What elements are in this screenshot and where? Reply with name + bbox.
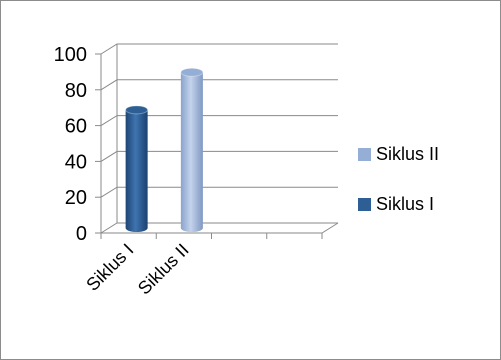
gridline bbox=[100, 79, 338, 91]
legend-item: Siklus II bbox=[358, 144, 439, 164]
bar-body bbox=[180, 72, 203, 233]
legend-label: Siklus II bbox=[376, 144, 439, 164]
gridline bbox=[100, 150, 338, 162]
legend-swatch bbox=[358, 198, 371, 211]
bars bbox=[125, 67, 204, 233]
bar-top bbox=[180, 67, 204, 77]
axes bbox=[95, 53, 339, 239]
y-tick-label: 60 bbox=[65, 116, 87, 138]
y-tick-label: 0 bbox=[76, 223, 87, 245]
bar-siklus-i bbox=[125, 105, 149, 232]
legend: Siklus II Siklus I bbox=[358, 144, 439, 214]
y-tick-label: 100 bbox=[54, 44, 87, 66]
legend-item: Siklus I bbox=[358, 194, 434, 214]
y-tick-label: 40 bbox=[65, 151, 87, 173]
y-tick-label: 80 bbox=[65, 80, 87, 102]
bar-body bbox=[125, 109, 148, 232]
y-tick-label: 20 bbox=[65, 187, 87, 209]
bar-top bbox=[125, 105, 149, 115]
x-category-label: Siklus II bbox=[134, 240, 193, 299]
gridline bbox=[100, 186, 338, 198]
gridline bbox=[100, 43, 338, 55]
legend-swatch bbox=[358, 148, 371, 161]
gridlines bbox=[100, 43, 338, 234]
y-axis-ticks: 0 20 40 60 80 100 bbox=[54, 44, 87, 245]
x-category-label: Siklus I bbox=[82, 240, 137, 295]
gridline bbox=[100, 115, 338, 127]
bar-siklus-ii bbox=[180, 67, 204, 233]
gridline bbox=[100, 222, 338, 234]
legend-label: Siklus I bbox=[376, 194, 434, 214]
